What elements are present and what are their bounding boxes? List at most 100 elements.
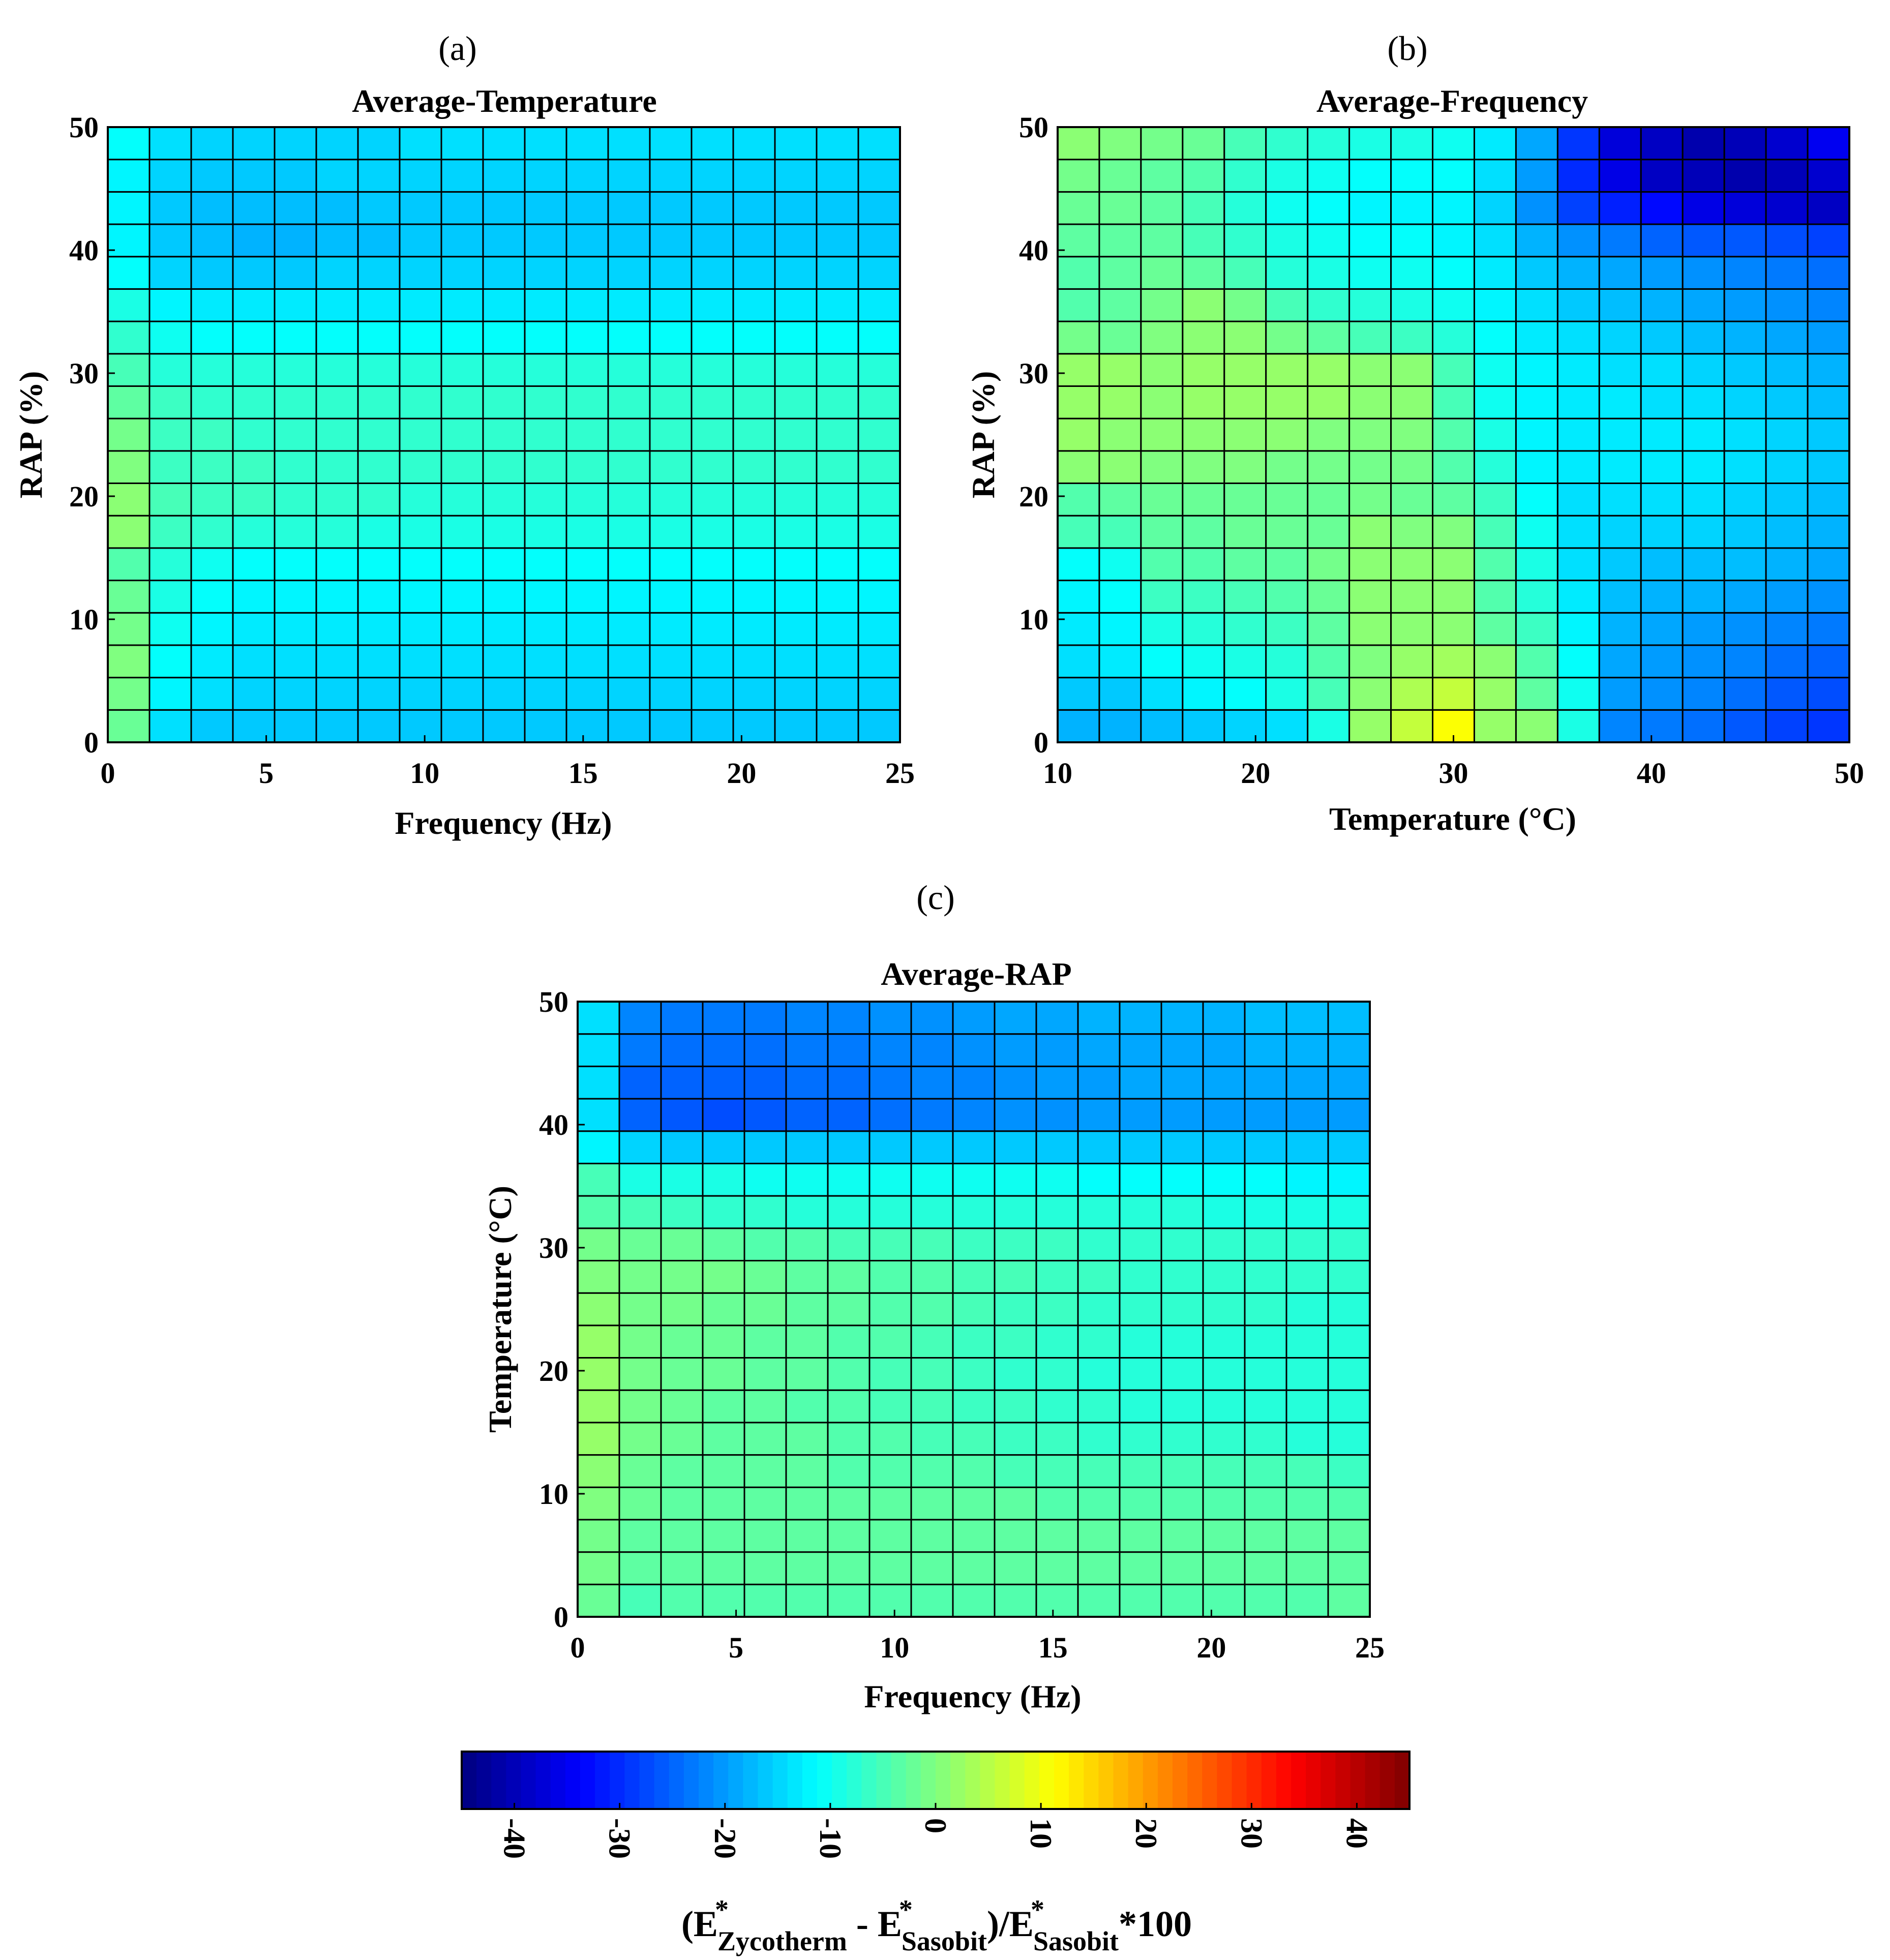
heatmap-cell-b bbox=[1223, 256, 1267, 290]
heatmap-cell-b bbox=[1807, 677, 1850, 711]
heatmap-cell-c bbox=[994, 1162, 1037, 1197]
heatmap-cell-b bbox=[1556, 483, 1600, 517]
heatmap-cell-a bbox=[774, 547, 818, 582]
heatmap-cell-a bbox=[774, 417, 818, 452]
heatmap-cell-b bbox=[1223, 450, 1267, 485]
heatmap-cell-c bbox=[1285, 1324, 1329, 1359]
heatmap-cell-c bbox=[743, 1454, 787, 1488]
heatmap-cell-a bbox=[482, 450, 526, 485]
heatmap-cell-c bbox=[1202, 1357, 1246, 1391]
heatmap-cell-b bbox=[1057, 644, 1100, 679]
heatmap-cell-a bbox=[565, 126, 609, 161]
heatmap-cell-a bbox=[524, 126, 567, 161]
heatmap-cell-a bbox=[315, 450, 359, 485]
y-tick-label-c: 20 bbox=[539, 1354, 568, 1388]
heatmap-cell-b bbox=[1098, 256, 1142, 290]
heatmap-cell-a bbox=[607, 126, 651, 161]
heatmap-cell-c bbox=[1244, 1033, 1287, 1067]
heatmap-cell-c bbox=[660, 1292, 704, 1326]
heatmap-cell-b bbox=[1223, 677, 1267, 711]
heatmap-cell-c bbox=[1327, 1454, 1371, 1488]
x-ticks-b: 10 20 30 40 50 bbox=[1043, 735, 1864, 790]
heatmap-cell-b bbox=[1140, 450, 1184, 485]
heatmap-cell-a bbox=[399, 612, 442, 646]
heatmap-cells-b bbox=[1057, 126, 1850, 743]
heatmap-cell-a bbox=[232, 320, 276, 355]
heatmap-cell-a bbox=[607, 644, 651, 679]
heatmap-cell-a bbox=[732, 159, 776, 193]
heatmap-cell-b bbox=[1057, 353, 1100, 387]
heatmap-cell-a bbox=[565, 385, 609, 419]
heatmap-cell-c bbox=[1035, 1098, 1079, 1132]
y-tick-label-b: 10 bbox=[1019, 603, 1048, 636]
heatmap-cell-c bbox=[660, 1551, 704, 1585]
heatmap-cell-a bbox=[649, 159, 693, 193]
heatmap-cell-c bbox=[743, 1065, 787, 1100]
heatmap-cell-b bbox=[1640, 320, 1684, 355]
heatmap-cell-a bbox=[649, 126, 693, 161]
heatmap-cell-b bbox=[1223, 353, 1267, 387]
colorbar-segment bbox=[1187, 1752, 1203, 1809]
x-tick-label-a: 5 bbox=[259, 757, 274, 790]
heatmap-cell-a bbox=[482, 126, 526, 161]
x-tick-label-c: 5 bbox=[729, 1631, 743, 1664]
heatmap-cell-c bbox=[1327, 1098, 1371, 1132]
heatmap-cell-c bbox=[785, 1389, 829, 1424]
heatmap-cell-b bbox=[1723, 126, 1767, 161]
heatmap-cell-c bbox=[1202, 1583, 1246, 1618]
heatmap-cell-c bbox=[1244, 1130, 1287, 1164]
heatmap-cell-b bbox=[1390, 580, 1434, 614]
heatmap-cell-c bbox=[1244, 1162, 1287, 1197]
heatmap-cell-c bbox=[952, 1033, 996, 1067]
y-ticks-b: 0 10 20 30 40 50 bbox=[1019, 111, 1065, 759]
heatmap-cell-c bbox=[1035, 1324, 1079, 1359]
colorbar-segment bbox=[1113, 1752, 1129, 1809]
heatmap-cell-b bbox=[1390, 677, 1434, 711]
heatmap-cell-c bbox=[660, 1098, 704, 1132]
heatmap-cell-a bbox=[440, 385, 484, 419]
colorbar-segment bbox=[1173, 1752, 1188, 1809]
heatmap-cell-b bbox=[1182, 515, 1225, 549]
heatmap-cell-c bbox=[702, 1098, 745, 1132]
heatmap-cell-c bbox=[910, 1195, 954, 1229]
heatmap-cell-c bbox=[785, 1454, 829, 1488]
heatmap-cell-c bbox=[785, 1033, 829, 1067]
y-tick-label-a: 20 bbox=[69, 480, 99, 513]
heatmap-cell-b bbox=[1765, 547, 1809, 582]
heatmap-cell-c bbox=[743, 1259, 787, 1294]
heatmap-cell-a bbox=[357, 450, 401, 485]
heatmap-cell-a bbox=[607, 159, 651, 193]
heatmap-cell-c bbox=[910, 1324, 954, 1359]
heatmap-cell-a bbox=[649, 385, 693, 419]
colorbar-tick-label: -30 bbox=[603, 1818, 637, 1859]
heatmap-cell-a bbox=[482, 644, 526, 679]
heatmap-cell-c bbox=[1285, 1519, 1329, 1553]
heatmap-cell-a bbox=[774, 126, 818, 161]
heatmap-cell-c bbox=[1077, 1422, 1121, 1456]
heatmap-cell-b bbox=[1348, 256, 1392, 290]
heatmap-cell-a bbox=[857, 191, 901, 225]
heatmap-cell-a bbox=[315, 191, 359, 225]
heatmap-cell-b bbox=[1223, 417, 1267, 452]
heatmap-cell-a bbox=[524, 385, 567, 419]
heatmap-cell-a bbox=[607, 612, 651, 646]
heatmap-cell-a bbox=[649, 644, 693, 679]
heatmap-cell-b bbox=[1640, 709, 1684, 743]
heatmap-cell-b bbox=[1682, 126, 1725, 161]
heatmap-cell-a bbox=[148, 450, 192, 485]
heatmap-cell-b bbox=[1307, 580, 1351, 614]
heatmap-cell-a bbox=[232, 644, 276, 679]
heatmap-cell-c bbox=[952, 1422, 996, 1456]
heatmap-cell-a bbox=[565, 223, 609, 258]
heatmap-cell-b bbox=[1473, 385, 1517, 419]
heatmap-cell-b bbox=[1390, 450, 1434, 485]
heatmap-cell-a bbox=[774, 159, 818, 193]
heatmap-cell-c bbox=[952, 1001, 996, 1035]
heatmap-cell-c bbox=[910, 1583, 954, 1618]
heatmap-cell-a bbox=[732, 256, 776, 290]
heatmap-cell-c bbox=[994, 1227, 1037, 1261]
heatmap-cell-c bbox=[952, 1454, 996, 1488]
heatmap-cell-a bbox=[691, 159, 734, 193]
heatmap-cell-b bbox=[1807, 709, 1850, 743]
heatmap-cell-c bbox=[1244, 1195, 1287, 1229]
